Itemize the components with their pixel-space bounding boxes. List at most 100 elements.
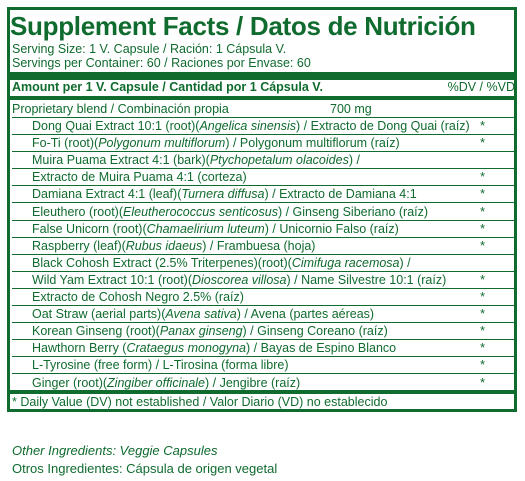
ingredient-name: Ginger (root)(Zingiber officinale) / Jen… xyxy=(12,376,300,390)
medium-divider xyxy=(8,96,517,100)
ingredient-name-text: Ginger (root)( xyxy=(32,375,108,390)
ingredient-translation: ) / Unicornio Falso (raíz) xyxy=(264,221,399,236)
ingredient-name: Eleuthero (root)(Eleutherococcus sentico… xyxy=(12,205,428,219)
ingredient-row: Muira Puama Extract 4:1 (bark)(Ptychopet… xyxy=(12,152,515,170)
ingredient-translation: ) / xyxy=(348,153,360,168)
supplement-facts-panel xyxy=(7,7,517,412)
ingredient-translation: ) / Bayas de Espino Blanco xyxy=(246,341,397,356)
ingredient-name: Muira Puama Extract 4:1 (bark)(Ptychopet… xyxy=(12,153,360,167)
ingredient-name: Damiana Extract 4:1 (leaf)(Turnera diffu… xyxy=(12,187,417,201)
ingredient-name: Dong Quai Extract 10:1 (root)(Angelica s… xyxy=(12,119,470,133)
serving-size: Serving Size: 1 V. Capsule / Ración: 1 C… xyxy=(12,42,287,56)
ingredient-translation: ) / Name Silvestre 10:1 (raíz) xyxy=(286,272,447,287)
bottom-divider xyxy=(8,390,517,394)
ingredient-translation: ) / Frambuesa (hoja) xyxy=(202,238,316,253)
ingredient-row: Ginger (root)(Zingiber officinale) / Jen… xyxy=(12,375,515,392)
ingredient-row: Oat Straw (aerial parts)(Avena sativa) /… xyxy=(12,306,515,324)
ingredient-translation: ) / Ginseng Siberiano (raíz) xyxy=(277,204,429,219)
ingredient-latin-name: Polygonum multiflorum xyxy=(98,136,226,151)
ingredient-latin-name: Chamaelirium luteum xyxy=(146,221,265,236)
dv-asterisk: * xyxy=(480,187,485,202)
ingredient-row: Dong Quai Extract 10:1 (root)(Angelica s… xyxy=(12,118,515,135)
amount-header: Amount per 1 V. Capsule / Cantidad por 1… xyxy=(12,80,323,94)
dv-asterisk: * xyxy=(480,119,485,133)
dv-asterisk: * xyxy=(480,272,485,287)
ingredient-name: L-Tyrosine (free form) / L-Tirosina (for… xyxy=(12,358,289,372)
dv-asterisk: * xyxy=(480,136,485,151)
ingredient-name-text: Damiana Extract 4:1 (leaf)( xyxy=(32,187,182,202)
ingredient-name: Oat Straw (aerial parts)(Avena sativa) /… xyxy=(12,307,374,321)
ingredient-name-text: Black Cohosh Extract (2.5% Triterpenes)(… xyxy=(32,255,292,270)
ingredient-name-text: L-Tyrosine (free form) / L-Tirosina (for… xyxy=(32,358,289,373)
ingredient-row: Extracto de Cohosh Negro 2.5% (raíz) * xyxy=(12,289,515,306)
ingredient-latin-name: Turnera diffusa xyxy=(181,187,265,202)
footnote: * Daily Value (DV) not established / Val… xyxy=(12,395,388,409)
ingredient-translation: ) / Polygonum multiflorum (raíz) xyxy=(225,136,400,151)
dv-asterisk: * xyxy=(480,375,485,390)
ingredient-name: False Unicorn (root)(Chamaelirium luteum… xyxy=(12,222,399,236)
dv-header: %DV / %VD xyxy=(447,80,515,94)
ingredient-translation: ) / Extracto de Dong Quai (raíz) xyxy=(296,119,470,133)
ingredient-translation: ) / Extracto de Damiana 4:1 xyxy=(264,187,417,202)
ingredient-name: Hawthorn Berry (Crataegus monogyna) / Ba… xyxy=(12,341,396,355)
ingredient-row: Damiana Extract 4:1 (leaf)(Turnera diffu… xyxy=(12,186,515,204)
amount-header-row: Amount per 1 V. Capsule / Cantidad por 1… xyxy=(12,80,515,95)
ingredient-translation: ) / Jengibre (raíz) xyxy=(205,375,301,390)
ingredient-latin-name: Panax ginseng xyxy=(159,324,243,339)
blend-row: Proprietary blend / Combinación propia 7… xyxy=(12,101,515,118)
ingredient-latin-name: Zingiber officinale xyxy=(107,375,205,390)
ingredient-latin-name: Crataegus monogyna xyxy=(126,341,247,356)
ingredient-latin-name: Avena sativa xyxy=(165,307,237,322)
servings-per-container: Servings per Container: 60 / Raciones po… xyxy=(12,56,311,70)
thick-divider xyxy=(8,72,517,80)
ingredient-name: Extracto de Muira Puama 4:1 (corteza) xyxy=(12,170,247,184)
ingredient-latin-name: Angelica sinensis xyxy=(199,119,297,133)
ingredient-latin-name: Rubus idaeus xyxy=(125,238,203,253)
ingredient-row: Raspberry (leaf)(Rubus idaeus) / Frambue… xyxy=(12,238,515,255)
ingredient-row: Black Cohosh Extract (2.5% Triterpenes)(… xyxy=(12,255,515,272)
dv-asterisk: * xyxy=(480,221,485,236)
dv-asterisk: * xyxy=(480,170,485,185)
dv-asterisk: * xyxy=(480,307,485,322)
ingredient-name: Wild Yam Extract 10:1 (root)(Dioscorea v… xyxy=(12,273,446,287)
ingredient-name-text: Wild Yam Extract 10:1 (root)( xyxy=(32,272,192,287)
ingredient-name: Extracto de Cohosh Negro 2.5% (raíz) xyxy=(12,290,244,304)
ingredient-translation: ) / xyxy=(399,255,411,270)
ingredient-latin-name: Eleutherococcus senticosus xyxy=(123,204,278,219)
ingredient-name-text: Extracto de Cohosh Negro 2.5% (raíz) xyxy=(32,290,244,304)
other-ingredients-es: Otros Ingredientes: Cápsula de origen ve… xyxy=(12,461,278,476)
ingredient-row: Korean Ginseng (root)(Panax ginseng) / G… xyxy=(12,323,515,341)
ingredient-row: Eleuthero (root)(Eleutherococcus sentico… xyxy=(12,204,515,221)
ingredient-name-text: False Unicorn (root)( xyxy=(32,221,147,236)
dv-asterisk: * xyxy=(480,341,485,356)
ingredient-row: False Unicorn (root)(Chamaelirium luteum… xyxy=(12,221,515,238)
ingredient-name-text: Oat Straw (aerial parts)( xyxy=(32,307,166,322)
ingredient-name: Fo-Ti (root)(Polygonum multiflorum) / Po… xyxy=(12,136,400,150)
ingredient-name-text: Extracto de Muira Puama 4:1 (corteza) xyxy=(32,170,247,185)
ingredient-latin-name: Ptychopetalum olacoides xyxy=(209,153,349,168)
ingredient-latin-name: Cimifuga racemosa xyxy=(291,255,400,270)
other-ingredients-en: Other Ingredients: Veggie Capsules xyxy=(12,443,218,458)
ingredient-translation: ) / Avena (partes aéreas) xyxy=(236,307,375,322)
ingredient-row: Wild Yam Extract 10:1 (root)(Dioscorea v… xyxy=(12,272,515,289)
dv-asterisk: * xyxy=(480,238,485,253)
panel-title: Supplement Facts / Datos de Nutrición xyxy=(10,11,476,41)
ingredient-name-text: Muira Puama Extract 4:1 (bark)( xyxy=(32,153,210,168)
ingredient-name-text: Dong Quai Extract 10:1 (root)( xyxy=(32,119,200,133)
ingredient-name-text: Fo-Ti (root)( xyxy=(32,136,99,151)
ingredient-row: L-Tyrosine (free form) / L-Tirosina (for… xyxy=(12,357,515,375)
dv-asterisk: * xyxy=(480,290,485,304)
dv-asterisk: * xyxy=(480,358,485,373)
ingredient-name-text: Korean Ginseng (root)( xyxy=(32,324,160,339)
ingredient-latin-name: Dioscorea villosa xyxy=(192,272,287,287)
blend-name: Proprietary blend / Combinación propia xyxy=(12,102,229,116)
ingredient-name: Black Cohosh Extract (2.5% Triterpenes)(… xyxy=(12,256,411,270)
ingredient-name-text: Hawthorn Berry ( xyxy=(32,341,127,356)
dv-asterisk: * xyxy=(480,204,485,219)
blend-amount: 700 mg xyxy=(330,102,372,116)
ingredient-name-text: Eleuthero (root)( xyxy=(32,204,124,219)
dv-asterisk: * xyxy=(480,324,485,339)
ingredient-row: Extracto de Muira Puama 4:1 (corteza) * xyxy=(12,169,515,187)
ingredient-row: Hawthorn Berry (Crataegus monogyna) / Ba… xyxy=(12,340,515,358)
ingredient-translation: ) / Ginseng Coreano (raíz) xyxy=(242,324,388,339)
